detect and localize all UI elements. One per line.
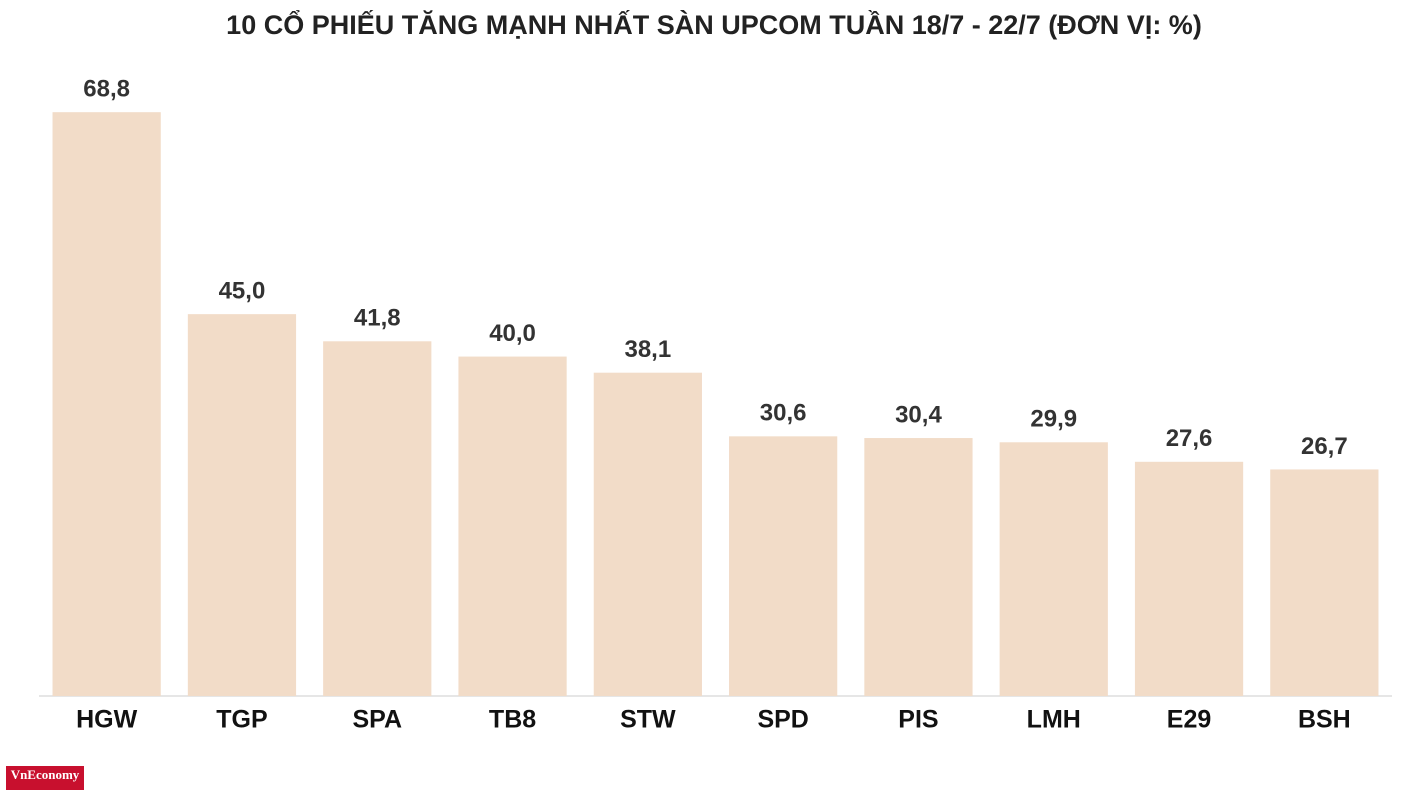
bar (593, 372, 702, 696)
value-label: 41,8 (354, 305, 401, 332)
x-tick-label: HGW (76, 706, 138, 734)
x-tick-label: TGP (216, 706, 267, 734)
value-label: 30,6 (760, 400, 807, 427)
bar (729, 436, 838, 696)
logo-box (6, 766, 84, 790)
x-tick-label: STW (620, 706, 676, 734)
x-tick-label: SPA (352, 706, 402, 734)
value-label: 40,0 (489, 320, 536, 347)
bar (323, 341, 432, 696)
value-label: 68,8 (83, 76, 130, 103)
value-label: 29,9 (1030, 406, 1077, 433)
chart-title: 10 CỔ PHIẾU TĂNG MẠNH NHẤT SÀN UPCOM TUẦ… (226, 9, 1202, 40)
bar (187, 314, 297, 696)
x-tick-label: PIS (898, 706, 938, 734)
bar (999, 442, 1108, 696)
x-tick-label: TB8 (489, 706, 536, 734)
x-tick-label: SPD (757, 706, 808, 734)
x-tick-label: LMH (1027, 706, 1081, 734)
value-label: 30,4 (895, 401, 942, 428)
x-tick-label: E29 (1167, 706, 1211, 734)
bar (1270, 469, 1379, 696)
bar (864, 438, 973, 696)
bar (458, 356, 567, 696)
bar (52, 112, 161, 696)
logo: VnEconomy (11, 767, 80, 782)
value-label: 27,6 (1166, 425, 1213, 452)
bar (1134, 461, 1244, 696)
value-label: 38,1 (624, 336, 671, 363)
x-tick-label: BSH (1298, 706, 1351, 734)
value-label: 45,0 (219, 277, 266, 304)
value-label: 26,7 (1301, 433, 1348, 460)
